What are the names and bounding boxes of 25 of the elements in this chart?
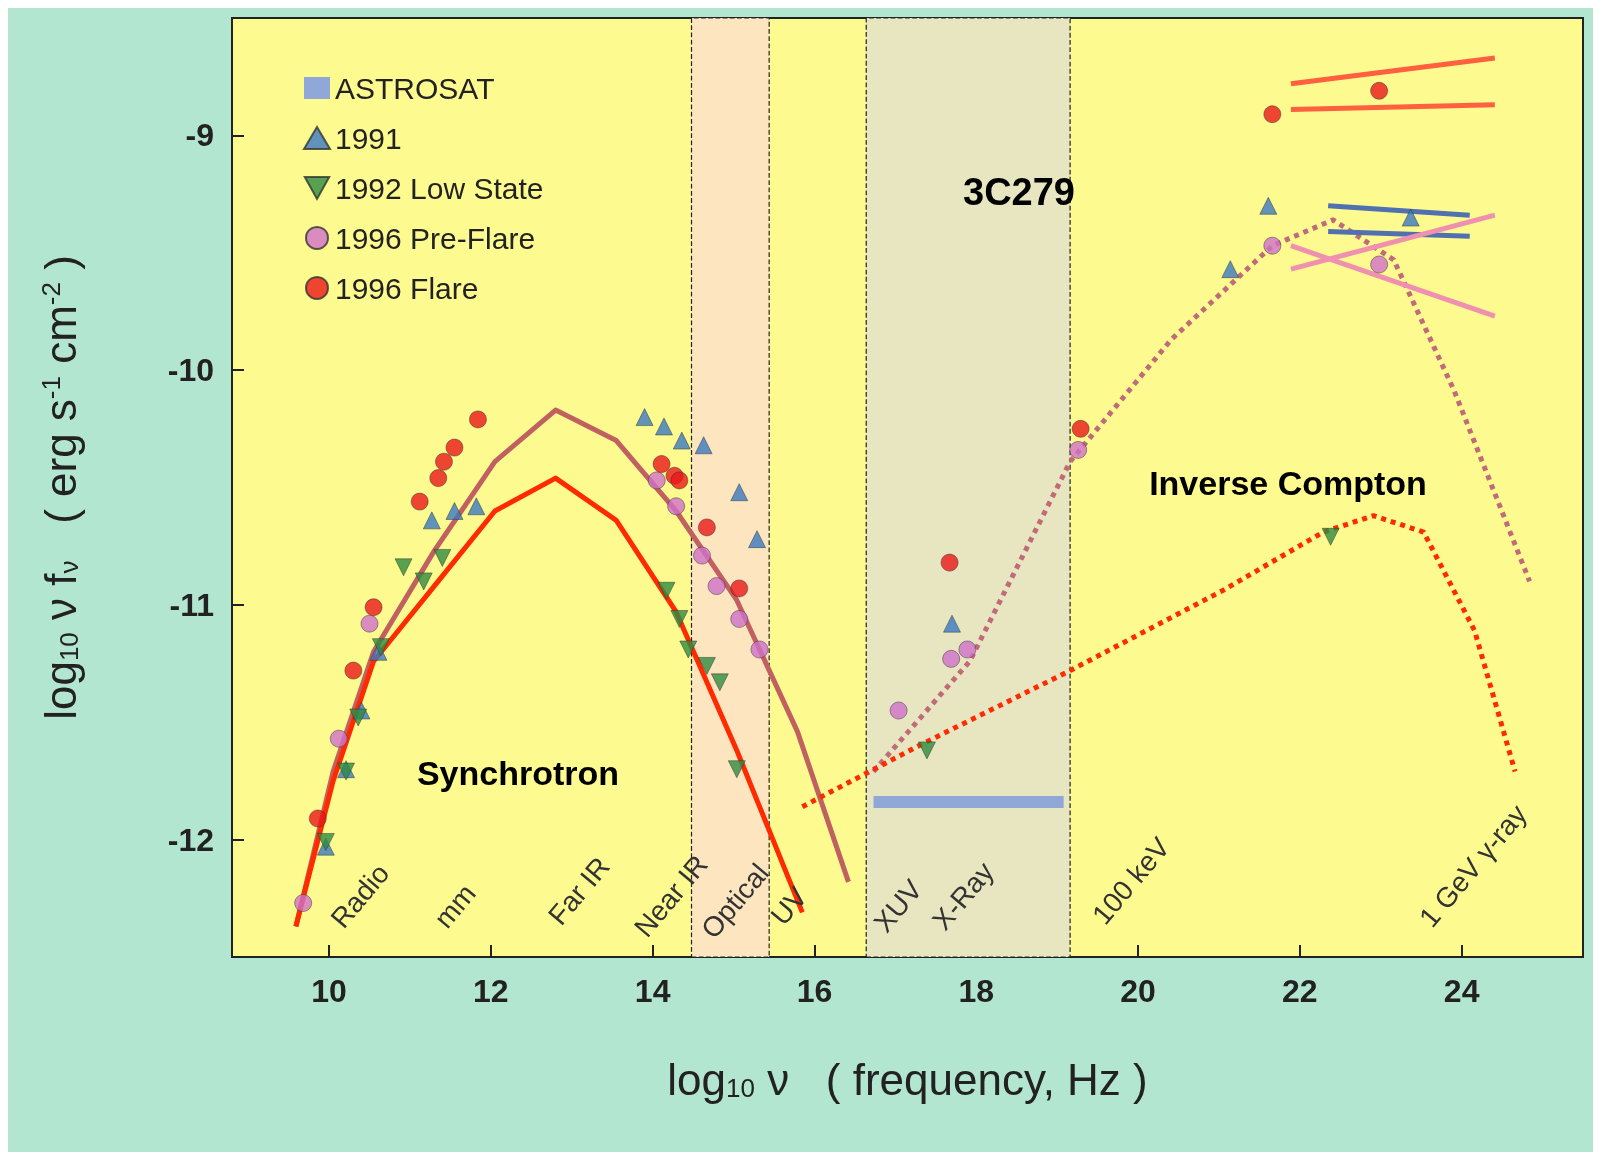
x-tick-label: 24	[1443, 973, 1480, 1009]
legend-label: 1992 Low State	[335, 171, 544, 205]
annotation: Synchrotron	[416, 754, 620, 792]
legend-label: 1996 Flare	[335, 271, 479, 305]
x-axis-title: log10 ν ( frequency, Hz )	[667, 1054, 1148, 1104]
x-tick-label: 16	[796, 973, 833, 1009]
x-tick-label: 18	[958, 973, 995, 1009]
x-tick-label: 12	[473, 973, 509, 1009]
y-tick-label: -9	[185, 117, 214, 154]
legend-label: ASTROSAT	[335, 71, 495, 105]
text: log10 ν fν ( erg s-1 cm-2 )	[35, 255, 85, 720]
x-tick-label: 14	[634, 973, 671, 1009]
legend-label: 1996 Pre-Flare	[335, 221, 536, 255]
y-tick-label: -10	[167, 352, 214, 389]
annotation: UV	[764, 880, 814, 931]
y-tick-label: -11	[169, 586, 214, 623]
x-tick-label: 20	[1120, 973, 1156, 1009]
annotation: Inverse Compton	[1149, 464, 1427, 502]
annotation: Far IR	[542, 851, 616, 931]
text: 3C279	[963, 171, 1075, 213]
y-tick-label: -12	[167, 821, 214, 858]
legend-label: 1991	[335, 121, 402, 155]
x-tick-label: 10	[311, 973, 347, 1009]
annotation: mm	[428, 878, 482, 934]
x-tick-label: 22	[1282, 973, 1318, 1009]
